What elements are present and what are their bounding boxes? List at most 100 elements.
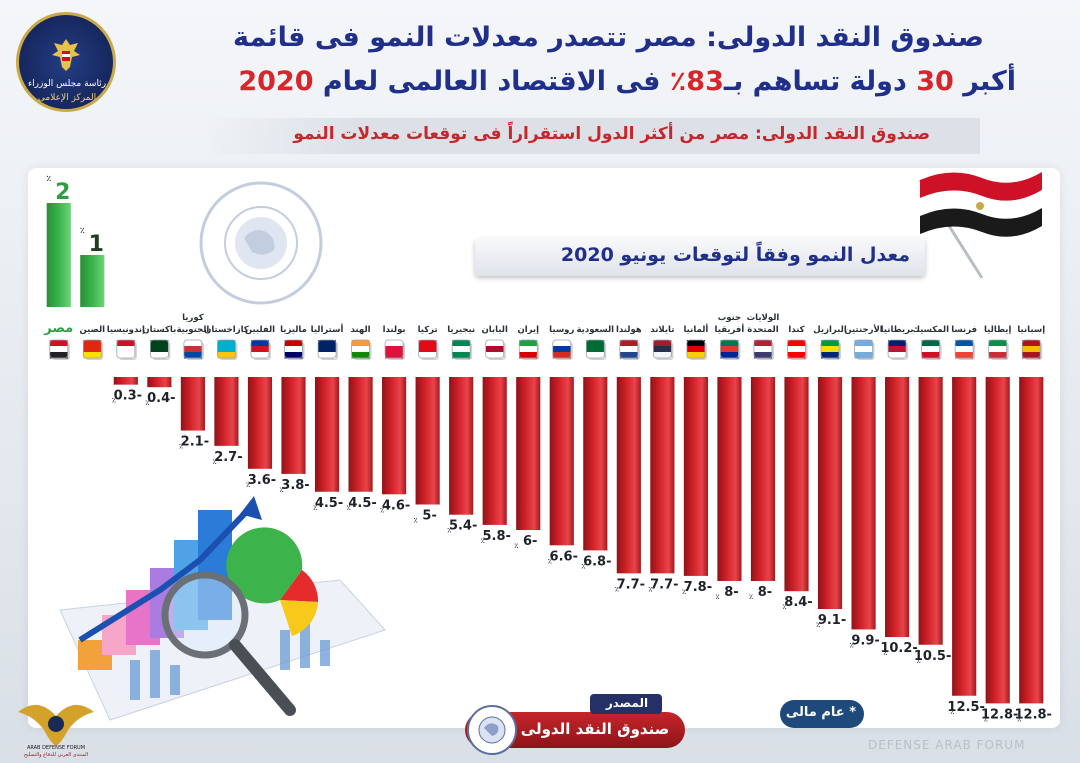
- flag-stripe: [485, 346, 504, 353]
- flag-stripe: [519, 340, 538, 347]
- flag-stripe: [787, 340, 806, 347]
- value-label: 6-: [523, 534, 537, 549]
- flag-stripe: [753, 346, 772, 353]
- country-label: فرنسا: [951, 325, 977, 335]
- flag-stripe: [552, 346, 571, 353]
- flag-20-icon: [686, 339, 706, 359]
- country-label: باكستان: [142, 325, 176, 335]
- flag-stripe: [821, 352, 840, 359]
- flag-stripe: [385, 346, 404, 353]
- bar-negative: [985, 377, 1010, 704]
- analytics-illustration-icon: [59, 496, 386, 721]
- flag-stripe: [955, 352, 974, 359]
- flag-stripe: [116, 352, 135, 359]
- flag-stripe: [250, 340, 269, 347]
- flag-18-icon: [619, 339, 639, 359]
- bar-negative: [314, 377, 340, 492]
- flag-stripe: [83, 352, 102, 359]
- flag-stripe: [854, 346, 873, 353]
- flag-4-icon: [149, 339, 169, 359]
- flag-stripe: [318, 346, 337, 353]
- percent-sign: ٪: [548, 557, 552, 565]
- bar-negative: [516, 377, 541, 530]
- flag-frame: [787, 339, 806, 359]
- value-label: 3.8-: [281, 478, 309, 493]
- flag-28-icon: [954, 339, 974, 359]
- flag-9-icon: [317, 339, 337, 359]
- forum-watermark: DEFENSE ARAB FORUM: [868, 738, 1026, 752]
- value-label: 2: [55, 180, 70, 205]
- cabinet-logo: رئاسة مجلس الوزراء المركز الإعلامى: [16, 12, 116, 112]
- country-label: الأرجنتين: [844, 324, 882, 335]
- percent-sign: ٪: [1017, 715, 1021, 723]
- flag-stripe: [854, 340, 873, 347]
- country-label: الهند: [351, 325, 371, 335]
- page-title-line1: صندوق النقد الدولى: مصر تتصدر معدلات الن…: [233, 22, 984, 53]
- percent-sign: ٪: [950, 708, 954, 716]
- country-label: نيجيريا: [447, 325, 475, 335]
- flag-16-icon: [552, 339, 572, 359]
- bar-negative: [851, 377, 876, 630]
- flag-27-icon: [921, 339, 941, 359]
- flag-frame: [250, 339, 270, 359]
- flag-stripe: [250, 346, 269, 353]
- flag-stripe: [720, 346, 739, 353]
- value-label: 10.2-: [880, 641, 917, 656]
- flag-frame: [384, 339, 404, 359]
- country-label: السعودية: [577, 325, 615, 335]
- value-label: 4.6-: [382, 498, 410, 513]
- flag-frame: [116, 339, 136, 359]
- flag-stripe: [284, 346, 303, 353]
- value-label: 6.6-: [550, 549, 578, 564]
- country-label: الجنوبية: [176, 325, 209, 335]
- value-label: 2.7-: [214, 450, 242, 465]
- percent-sign: ٪: [112, 397, 116, 405]
- flag-stripe: [284, 340, 303, 347]
- source-label: المصدر: [605, 696, 649, 710]
- value-label: 10.5-: [914, 649, 951, 664]
- title-year: 2020: [238, 66, 314, 97]
- footnote-pill: [780, 700, 864, 728]
- flag-stripe: [1022, 340, 1041, 347]
- flag-stripe: [921, 346, 940, 353]
- logo-text-cabinet: رئاسة مجلس الوزراء: [27, 79, 107, 89]
- flag-23-icon: [787, 339, 806, 359]
- flag-frame: [518, 339, 538, 359]
- flag-frame: [921, 339, 941, 359]
- flag-stripe: [150, 352, 169, 359]
- bar-negative: [482, 377, 507, 525]
- flag-15-icon: [518, 339, 538, 359]
- flag-stripe: [686, 352, 705, 359]
- flag-13-icon: [451, 339, 471, 359]
- country-label: تايلاند: [650, 325, 674, 335]
- flag-21-icon: [720, 339, 739, 359]
- flag-stripe: [686, 340, 705, 347]
- flag-stripe: [116, 340, 135, 347]
- percent-sign: ٪: [46, 174, 51, 183]
- value-label: 7.7-: [617, 577, 645, 592]
- percent-sign: ٪: [715, 593, 719, 601]
- flag-stripe: [452, 346, 471, 353]
- country-label: جنوب: [718, 313, 741, 323]
- flag-25-icon: [854, 339, 873, 359]
- flag-stripe: [787, 352, 806, 359]
- percent-sign: ٪: [615, 585, 619, 593]
- flag-stripe: [653, 346, 672, 353]
- flag-12-icon: [418, 339, 438, 359]
- percent-sign: ٪: [145, 399, 149, 407]
- value-label: 9.1-: [818, 613, 846, 628]
- bar-negative: [147, 377, 172, 388]
- flag-7-icon: [250, 339, 270, 359]
- title-part-c: فى الاقتصاد العالمى لعام: [322, 66, 661, 97]
- value-label: 12.8-: [981, 707, 1018, 722]
- subtitle-background: [200, 118, 980, 154]
- percent-sign: ٪: [179, 443, 183, 451]
- country-label: إندونيسيا: [107, 325, 145, 335]
- value-label: 4.5-: [348, 496, 376, 511]
- value-label: 3.6-: [248, 473, 276, 488]
- country-label: البرازيل: [813, 325, 847, 335]
- flag-stripe: [586, 352, 605, 359]
- country-label: أفريقيا: [715, 323, 745, 335]
- value-label: 0.3-: [114, 389, 142, 404]
- flag-stripe: [653, 340, 672, 347]
